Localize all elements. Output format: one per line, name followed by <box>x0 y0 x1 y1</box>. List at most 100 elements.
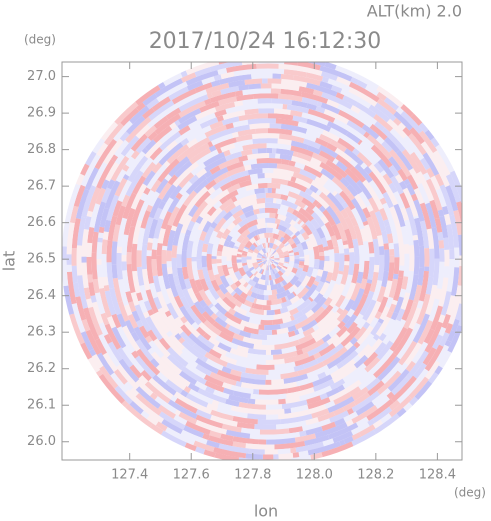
echo-segment <box>199 100 220 113</box>
echo-segment <box>103 284 110 292</box>
echo-segment <box>419 202 432 230</box>
echo-segment <box>329 127 356 147</box>
echo-segment <box>344 148 361 163</box>
echo-segment <box>220 392 230 400</box>
echo-segment <box>210 305 219 315</box>
echo-segment <box>387 262 395 282</box>
echo-segment <box>250 268 257 275</box>
echo-segment <box>224 291 237 304</box>
echo-segment <box>86 242 93 257</box>
echo-segment <box>279 268 286 274</box>
echo-segment <box>85 329 102 356</box>
echo-segment <box>204 98 212 106</box>
echo-segment <box>265 217 276 224</box>
echo-segment <box>286 104 310 114</box>
echo-segment <box>413 284 423 304</box>
echo-segment <box>412 313 430 344</box>
echo-segment <box>204 124 227 138</box>
echo-segment <box>434 365 443 375</box>
echo-segment <box>92 278 100 294</box>
echo-segment <box>236 421 255 430</box>
echo-segment <box>330 319 341 330</box>
echo-segment <box>352 354 361 363</box>
echo-segment <box>281 279 288 287</box>
echo-segment <box>349 166 367 183</box>
echo-segment <box>243 326 259 335</box>
echo-segment <box>247 398 256 405</box>
echo-segment <box>272 243 279 250</box>
echo-segment <box>114 385 133 405</box>
echo-segment <box>408 396 419 406</box>
echo-segment <box>142 216 154 245</box>
echo-segment <box>174 295 184 309</box>
echo-segment <box>413 239 420 258</box>
echo-segment <box>405 207 418 236</box>
echo-segment <box>429 284 438 303</box>
echo-segment <box>431 226 440 259</box>
echo-segment <box>383 97 400 111</box>
echo-segment <box>106 240 113 263</box>
echo-segment <box>163 78 172 87</box>
echo-segment <box>326 99 340 109</box>
echo-segment <box>286 386 301 394</box>
echo-segment <box>316 226 326 239</box>
echo-segment <box>204 351 228 368</box>
echo-segment <box>262 264 267 271</box>
echo-segment <box>233 139 254 148</box>
echo-segment <box>274 381 298 390</box>
echo-segment <box>245 443 275 450</box>
echo-segment <box>233 354 250 364</box>
echo-segment <box>344 216 358 240</box>
echo-segment <box>388 164 400 177</box>
echo-segment <box>107 341 123 362</box>
echo-segment <box>138 155 149 167</box>
echo-segment <box>246 261 254 269</box>
echo-segment <box>210 279 221 292</box>
echo-segment <box>374 102 397 122</box>
echo-segment <box>186 257 195 280</box>
echo-segment <box>277 224 288 233</box>
echo-segment <box>240 319 250 328</box>
echo-segment <box>159 131 182 151</box>
echo-segment <box>75 188 90 220</box>
y-axis-label: lat <box>0 251 19 272</box>
echo-segment <box>308 256 315 268</box>
echo-segment <box>280 371 299 380</box>
echo-segment <box>95 187 106 205</box>
echo-segment <box>116 326 136 354</box>
echo-segment <box>150 358 160 368</box>
echo-segment <box>80 154 101 187</box>
echo-segment <box>135 292 143 302</box>
echo-segment <box>136 348 161 376</box>
echo-segment <box>323 260 330 272</box>
echo-segment <box>324 62 337 70</box>
echo-segment <box>199 299 208 309</box>
echo-segment <box>89 348 97 357</box>
echo-segment <box>135 339 154 362</box>
echo-segment <box>140 210 151 229</box>
echo-segment <box>167 174 179 186</box>
echo-segment <box>422 152 440 176</box>
echo-segment <box>284 228 294 237</box>
echo-segment <box>374 210 387 232</box>
echo-segment <box>363 351 379 367</box>
echo-segment <box>207 186 216 195</box>
echo-segment <box>165 107 182 120</box>
echo-segment <box>221 423 242 433</box>
echo-segment <box>247 413 267 420</box>
echo-segment <box>193 179 209 194</box>
echo-segment <box>203 305 214 317</box>
echo-segment <box>426 167 435 179</box>
echo-segment <box>131 310 141 323</box>
echo-segment <box>331 84 343 94</box>
echo-segment <box>253 264 259 270</box>
echo-segment <box>280 194 289 201</box>
echo-segment <box>446 295 456 316</box>
echo-segment <box>139 162 149 174</box>
echo-segment <box>367 380 385 397</box>
echo-segment <box>153 217 164 239</box>
echo-segment <box>169 184 183 200</box>
echo-segment <box>224 317 245 331</box>
echo-segment <box>393 191 405 209</box>
echo-segment <box>331 305 340 314</box>
